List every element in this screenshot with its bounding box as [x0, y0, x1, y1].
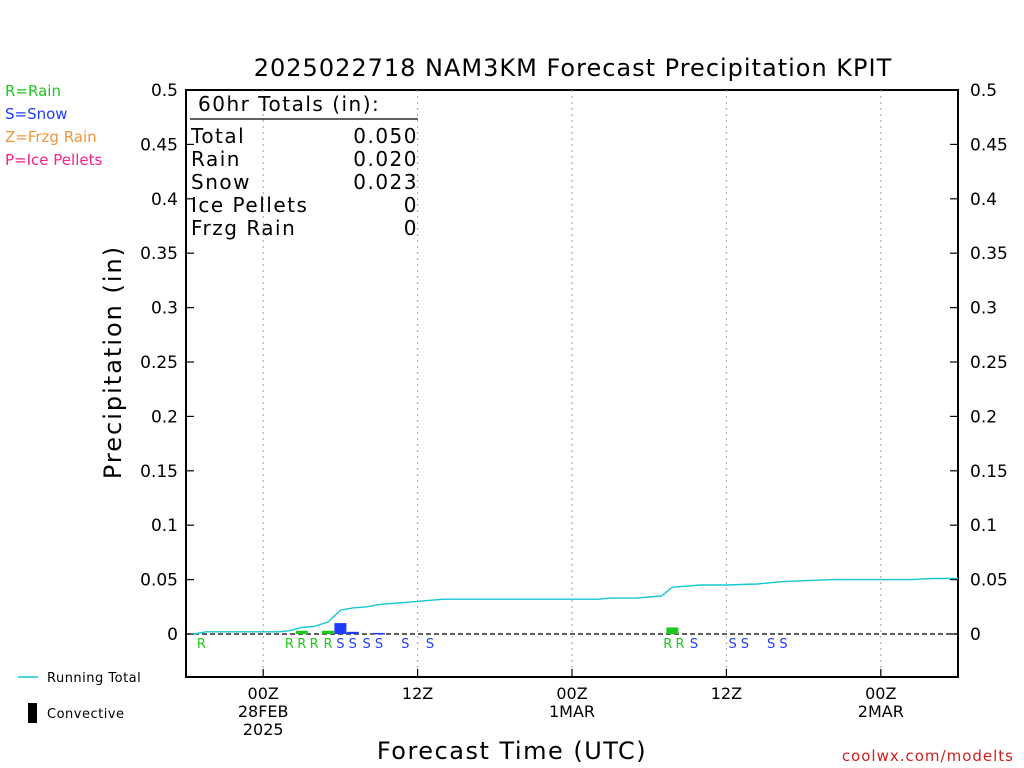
ptype-legend-rain: R=Rain: [5, 82, 61, 100]
totals-value: 0.023: [353, 170, 418, 194]
y-axis-title: Precipitation (in): [99, 245, 127, 479]
x-tick-label: 2025: [243, 720, 284, 739]
ptype-legend-snow: S=Snow: [5, 105, 68, 123]
y-tick-label-right: 0.15: [970, 462, 1008, 482]
ptype-marker-rain: R: [663, 637, 672, 652]
y-tick-label-right: 0.35: [970, 244, 1008, 264]
ptype-marker-rain: R: [297, 637, 306, 652]
totals-label: Frzg Rain: [191, 216, 296, 240]
ptype-marker-snow: S: [336, 637, 344, 652]
ptype-marker-snow: S: [690, 637, 698, 652]
ptype-marker-snow: S: [375, 637, 383, 652]
y-tick-label-left: 0: [167, 625, 178, 645]
y-tick-label-left: 0.3: [151, 299, 178, 319]
x-axis-title: Forecast Time (UTC): [377, 737, 647, 765]
totals-label: Total: [190, 124, 245, 148]
y-tick-label-left: 0.1: [151, 516, 178, 536]
running-total-legend-label: Running Total: [47, 671, 141, 686]
y-tick-label-left: 0.5: [151, 81, 178, 101]
y-tick-label-left: 0.35: [140, 244, 178, 264]
precip-bar-snow: [346, 631, 359, 634]
x-tick-label: 12Z: [711, 684, 742, 703]
x-tick-label: 12Z: [402, 684, 433, 703]
ptype-marker-rain: R: [324, 637, 333, 652]
y-tick-label-left: 0.25: [140, 353, 178, 373]
convective-legend-swatch: [28, 703, 37, 723]
running-total-line: [193, 577, 958, 635]
ptype-marker-snow: S: [426, 637, 434, 652]
x-tick-label: 1MAR: [549, 702, 595, 721]
ptype-legend-ice-pellets: P=Ice Pellets: [5, 151, 102, 169]
totals-value: 0.050: [353, 124, 418, 148]
y-tick-label-left: 0.45: [140, 135, 178, 155]
ptype-marker-snow: S: [779, 637, 787, 652]
x-tick-label: 2MAR: [858, 702, 904, 721]
convective-legend-label: Convective: [47, 707, 125, 722]
precip-bars: [295, 623, 679, 635]
y-tick-label-right: 0.45: [970, 135, 1008, 155]
y-tick-label-right: 0.1: [970, 516, 997, 536]
y-tick-label-left: 0.05: [140, 571, 178, 591]
totals-label: Snow: [191, 170, 251, 194]
ptype-marker-rain: R: [310, 637, 319, 652]
precip-bar-rain: [295, 630, 308, 634]
ptype-marker-snow: S: [401, 637, 409, 652]
chart-title: 2025022718 NAM3KM Forecast Precipitation…: [254, 54, 893, 82]
y-tick-label-right: 0.05: [970, 571, 1008, 591]
ptype-legend: R=Rain S=Snow Z=Frzg Rain P=Ice Pellets: [5, 82, 102, 169]
ptype-marker-snow: S: [728, 637, 736, 652]
y-tick-label-right: 0.25: [970, 353, 1008, 373]
precip-bar-snow: [373, 632, 385, 635]
x-tick-label: 00Z: [865, 684, 896, 703]
y-tick-label-right: 0.2: [970, 407, 997, 427]
x-tick-label: 00Z: [556, 684, 587, 703]
x-tick-label: 00Z: [248, 684, 279, 703]
totals-label: Rain: [191, 147, 241, 171]
y-tick-label-right: 0.4: [970, 190, 997, 210]
ptype-marker-snow: S: [767, 637, 775, 652]
y-tick-label-right: 0.5: [970, 81, 997, 101]
precip-bar-snow: [334, 623, 347, 634]
x-tick-label: 28FEB: [238, 702, 289, 721]
ptype-legend-frzg-rain: Z=Frzg Rain: [5, 128, 97, 146]
ptype-marker-rain: R: [285, 637, 294, 652]
y-axis-left: 0 0.05 0.1 0.15 0.2 0.25 0.3 0.35 0.4 0.45 0.5: [140, 81, 194, 645]
y-tick-label-left: 0.2: [151, 407, 178, 427]
totals-value: 0: [404, 193, 418, 217]
ptype-marker-snow: S: [349, 637, 357, 652]
ptype-marker-rain: R: [676, 637, 685, 652]
ptype-marker-rain: R: [197, 637, 206, 652]
totals-box: 60hr Totals (in): Total 0.050 Rain 0.020 Sno…: [190, 92, 418, 240]
precip-bar-rain: [322, 630, 335, 634]
footer-credit: coolwx.com/modelts: [842, 747, 1014, 765]
grid-lines: [262, 90, 882, 677]
totals-label: Ice Pellets: [191, 193, 308, 217]
y-tick-label-left: 0.15: [140, 462, 178, 482]
y-axis-right: 0 0.05 0.1 0.15 0.2 0.25 0.3 0.35 0.4 0.45 0.5: [950, 81, 1008, 645]
totals-header: 60hr Totals (in):: [198, 92, 380, 116]
ptype-marker-snow: S: [741, 637, 749, 652]
y-tick-label-right: 0.3: [970, 299, 997, 319]
precip-bar-rain: [666, 627, 679, 634]
y-tick-label-left: 0.4: [151, 190, 178, 210]
y-tick-label-right: 0: [970, 625, 981, 645]
totals-value: 0.020: [353, 147, 418, 171]
totals-value: 0: [404, 216, 418, 240]
ptype-marker-snow: S: [363, 637, 371, 652]
